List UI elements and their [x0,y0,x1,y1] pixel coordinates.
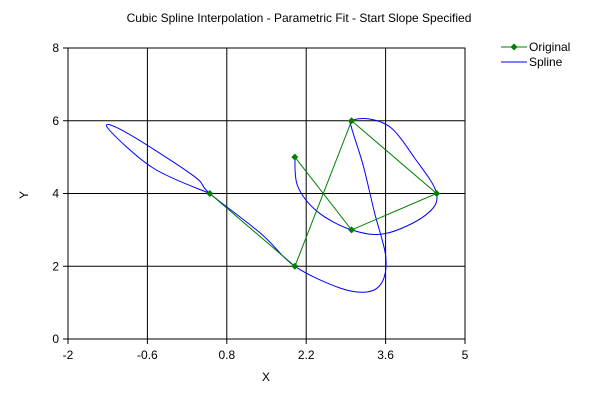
legend: Original Spline [501,40,570,69]
y-tick-label: 8 [52,41,59,55]
x-tick-label: -2 [63,348,74,362]
y-tick-label: 6 [52,114,59,128]
y-tick-label: 2 [52,259,59,273]
series-line-original [209,119,438,268]
y-tick-label: 4 [52,187,59,201]
data-point-original [433,190,441,197]
x-tick-label: 0.8 [218,348,235,362]
y-axis-label: Y [17,191,31,199]
data-point-original [348,117,356,125]
data-point-original [291,153,299,161]
x-tick-label: 3.6 [377,348,394,362]
x-axis-ticks: -2 -0.6 0.8 2.2 3.6 5 [63,339,469,362]
x-axis-label: X [262,370,270,384]
y-axis-ticks: 0 2 4 6 8 [52,41,68,346]
x-tick-label: 2.2 [298,348,315,362]
data-point-original [348,226,356,234]
series-layer [105,117,441,293]
grid-lines [68,48,465,339]
legend-label-spline: Spline [529,55,563,69]
x-tick-label: 5 [462,348,469,362]
legend-item-original: Original [501,40,570,54]
data-point-original [206,190,214,197]
plot-area [67,47,466,340]
legend-marker-original [510,43,518,51]
series-line-spline [105,117,438,293]
legend-item-spline: Spline [501,55,563,69]
chart-title: Cubic Spline Interpolation - Parametric … [127,11,472,25]
x-tick-label: -0.6 [137,348,158,362]
y-tick-label: 0 [52,332,59,346]
legend-label-original: Original [529,40,570,54]
data-point-original [291,262,299,270]
